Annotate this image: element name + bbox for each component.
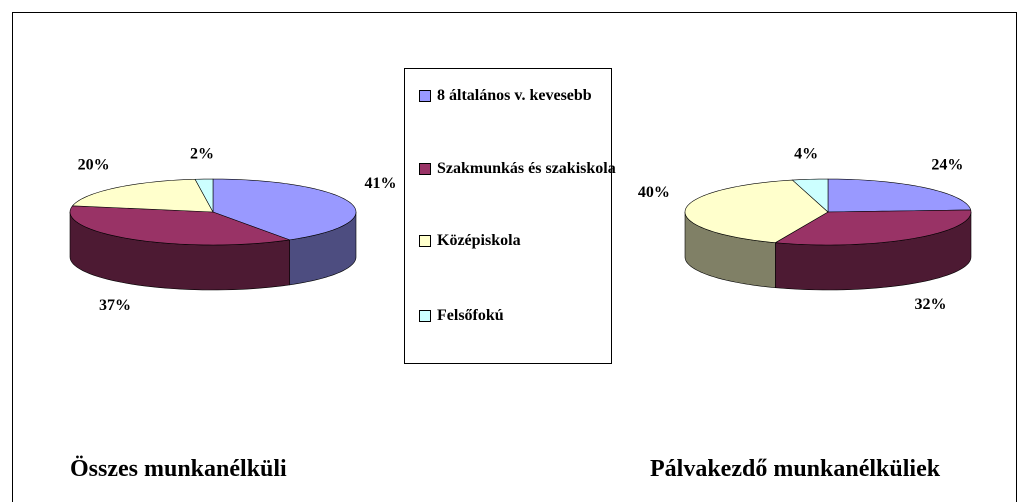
data-label: 41% bbox=[365, 175, 397, 192]
legend-swatch bbox=[419, 310, 431, 322]
data-label: 4% bbox=[794, 146, 818, 163]
legend-label: 8 általános v. kevesebb bbox=[437, 87, 592, 104]
legend-item: Felsőfokú bbox=[419, 305, 617, 327]
legend-label: Szakmunkás és szakiskola bbox=[437, 160, 616, 177]
pie-slice bbox=[212, 178, 357, 241]
data-label: 24% bbox=[931, 157, 963, 174]
pie-slice bbox=[71, 178, 214, 213]
chart-frame bbox=[12, 12, 1017, 502]
legend-item: Középiskola bbox=[419, 230, 617, 252]
legend-swatch bbox=[419, 235, 431, 247]
data-label: 2% bbox=[190, 146, 214, 163]
pie-slice bbox=[774, 209, 972, 246]
legend-label: Felsőfokú bbox=[437, 307, 504, 324]
data-label: 40% bbox=[638, 184, 670, 201]
pie-slice bbox=[194, 178, 214, 213]
legend-item: 8 általános v. kevesebb bbox=[419, 85, 617, 107]
pie-slice bbox=[791, 178, 829, 213]
data-label: 20% bbox=[78, 157, 110, 174]
legend-label: Középiskola bbox=[437, 232, 521, 249]
legend-item: Szakmunkás és szakiskola bbox=[419, 158, 617, 180]
legend-swatch bbox=[419, 163, 431, 175]
chart-title: Összes munkanélküli bbox=[70, 456, 287, 482]
pie-slice bbox=[827, 178, 972, 213]
legend: 8 általános v. kevesebb Szakmunkás és sza… bbox=[404, 68, 616, 364]
chart-title: Pálvakezdő munkanélküliek bbox=[650, 456, 941, 482]
legend-swatch bbox=[419, 90, 431, 102]
data-label: 32% bbox=[915, 296, 947, 313]
pie-slice bbox=[684, 179, 829, 243]
data-label: 37% bbox=[99, 297, 131, 314]
pie-slice bbox=[69, 205, 290, 246]
